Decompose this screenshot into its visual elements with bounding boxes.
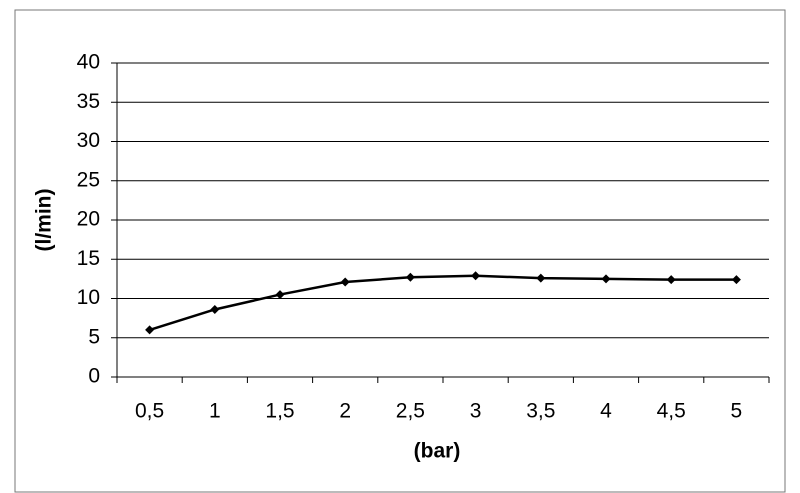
data-point [275, 290, 285, 300]
data-point [405, 272, 415, 282]
y-axis-title: (l/min) [33, 189, 56, 252]
y-tick-label: 5 [88, 325, 100, 348]
y-tick-label: 25 [77, 168, 100, 191]
data-line [149, 274, 737, 332]
x-tick-label: 3,5 [526, 400, 555, 423]
data-point [471, 271, 481, 281]
data-point [340, 277, 350, 287]
y-tick-label: 0 [88, 365, 100, 388]
x-tick-label: 1 [209, 400, 221, 423]
x-axis-title: (bar) [414, 440, 461, 463]
y-tick-label: 40 [77, 51, 100, 74]
data-point [731, 275, 741, 285]
data-point [145, 325, 155, 335]
y-tick-label: 15 [77, 247, 100, 270]
x-tick-label: 4 [600, 400, 612, 423]
y-tick-label: 10 [77, 286, 100, 309]
y-tick-label: 20 [77, 208, 100, 231]
data-point [601, 274, 611, 284]
y-tick-label: 35 [77, 90, 100, 113]
x-tick-label: 5 [731, 400, 743, 423]
x-tick-label: 2,5 [396, 400, 425, 423]
x-tick-label: 3 [470, 400, 482, 423]
data-point [666, 275, 676, 285]
x-tick-label: 1,5 [265, 400, 294, 423]
x-tick-label: 0,5 [135, 400, 164, 423]
y-tick-label: 30 [77, 129, 100, 152]
data-point [210, 304, 220, 314]
data-point [536, 273, 546, 283]
chart-frame [14, 9, 786, 493]
x-tick-label: 2 [339, 400, 351, 423]
x-tick-label: 4,5 [657, 400, 686, 423]
